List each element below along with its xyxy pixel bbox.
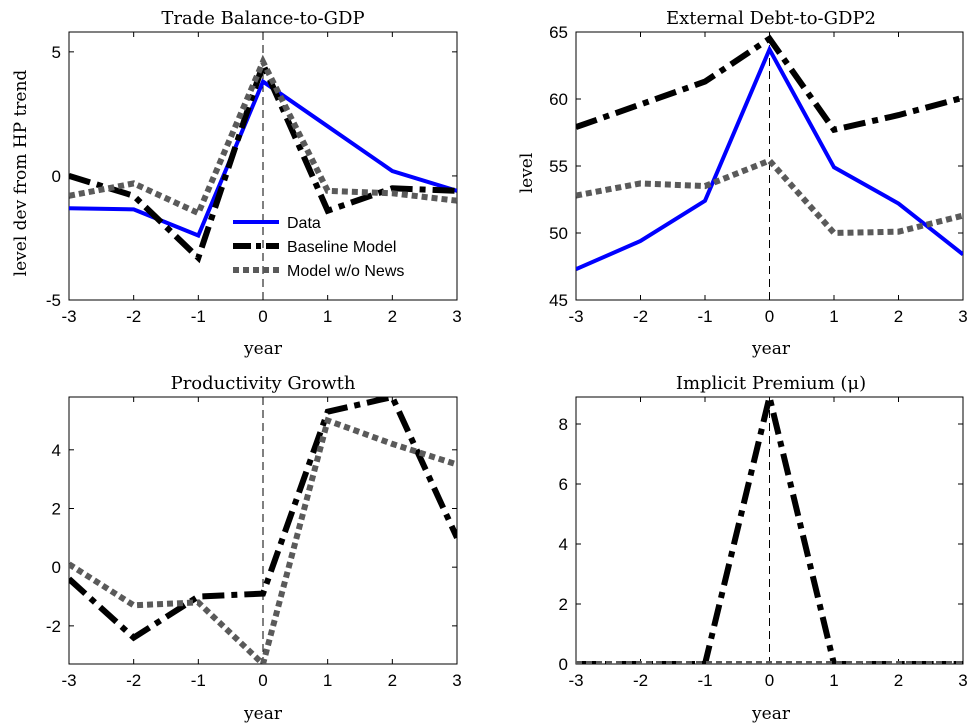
x-tick-label: 0: [258, 307, 267, 326]
x-tick-label: 1: [829, 307, 838, 326]
series-line-solid: [69, 78, 457, 239]
y-tick-label: 0: [559, 655, 568, 674]
chart-title: Productivity Growth: [171, 373, 356, 394]
y-tick-label: -2: [46, 617, 61, 636]
y-tick-label: 0: [52, 167, 61, 186]
x-tick-label: -1: [697, 307, 712, 326]
x-tick-label: -1: [191, 307, 206, 326]
x-tick-label: 1: [323, 671, 332, 690]
x-tick-label: 0: [765, 671, 774, 690]
y-tick-label: 8: [559, 415, 568, 434]
series-line-dashdot: [69, 397, 457, 642]
x-tick-label: 0: [765, 307, 774, 326]
y-tick-label: 0: [52, 558, 61, 577]
x-tick-label: 2: [894, 307, 903, 326]
chart-title: Trade Balance-to-GDP: [161, 8, 364, 29]
x-tick-label: 2: [388, 307, 397, 326]
y-tick-label: 2: [559, 595, 568, 614]
series-line-solid: [576, 44, 963, 272]
x-tick-label: -3: [61, 307, 76, 326]
x-tick-label: -2: [126, 307, 141, 326]
x-tick-label: 0: [258, 671, 267, 690]
legend-label: Model w/o News: [287, 263, 404, 280]
legend-label: Baseline Model: [287, 239, 396, 256]
x-tick-label: -3: [568, 307, 583, 326]
panel-implicit-premium: Implicit Premium (μ) year -3 -2 -1 0 1 2 3 0 2 4 6…: [559, 373, 968, 724]
x-tick-label: 2: [894, 671, 903, 690]
y-axis-label: level dev from HP trend: [11, 70, 31, 277]
y-tick-label: 45: [549, 291, 568, 310]
panel-trade-balance: Trade Balance-to-GDP year level dev from…: [11, 8, 462, 359]
x-tick-label: 2: [388, 671, 397, 690]
x-axis-label: year: [751, 704, 791, 724]
series-line-dotted: [69, 54, 457, 218]
x-tick-label: -1: [697, 671, 712, 690]
series-line-dashdot: [69, 56, 457, 264]
x-tick-label: -2: [126, 671, 141, 690]
y-tick-label: 6: [559, 475, 568, 494]
y-tick-label: 4: [559, 535, 568, 554]
x-tick-label: 1: [829, 671, 838, 690]
y-tick-label: 5: [52, 43, 61, 62]
panel-productivity-growth: Productivity Growth year -3 -2 -1 0 1 2 3 -2 0 2 4: [46, 373, 462, 724]
x-tick-label: 3: [452, 671, 461, 690]
x-tick-label: 3: [958, 307, 967, 326]
legend: Data Baseline Model Model w/o News: [233, 215, 404, 280]
series-line-dotted: [69, 416, 457, 664]
y-tick-label: -5: [46, 291, 61, 310]
legend-label: Data: [287, 215, 321, 232]
x-tick-label: 1: [323, 307, 332, 326]
y-tick-label: 65: [549, 23, 568, 42]
chart-title: External Debt-to-GDP2: [666, 8, 876, 29]
y-tick-label: 2: [52, 499, 61, 518]
x-tick-label: 3: [452, 307, 461, 326]
x-tick-label: -2: [633, 307, 648, 326]
series-line-dashdot: [576, 34, 963, 134]
y-tick-label: 50: [549, 224, 568, 243]
x-axis-label: year: [751, 339, 791, 359]
x-tick-label: -2: [633, 671, 648, 690]
x-tick-label: 3: [958, 671, 967, 690]
y-tick-label: 60: [549, 90, 568, 109]
chart-title: Implicit Premium (μ): [676, 373, 866, 394]
y-tick-label: 55: [549, 157, 568, 176]
x-axis-label: year: [243, 339, 283, 359]
y-tick-label: 4: [52, 441, 61, 460]
series-line-dotted: [576, 157, 963, 237]
panel-external-debt: External Debt-to-GDP2 year level -3 -2 -1 0…: [517, 8, 968, 359]
y-axis-label: level: [517, 153, 537, 194]
x-tick-label: -3: [568, 671, 583, 690]
x-tick-label: -3: [61, 671, 76, 690]
x-axis-label: year: [243, 704, 283, 724]
x-tick-label: -1: [191, 671, 206, 690]
